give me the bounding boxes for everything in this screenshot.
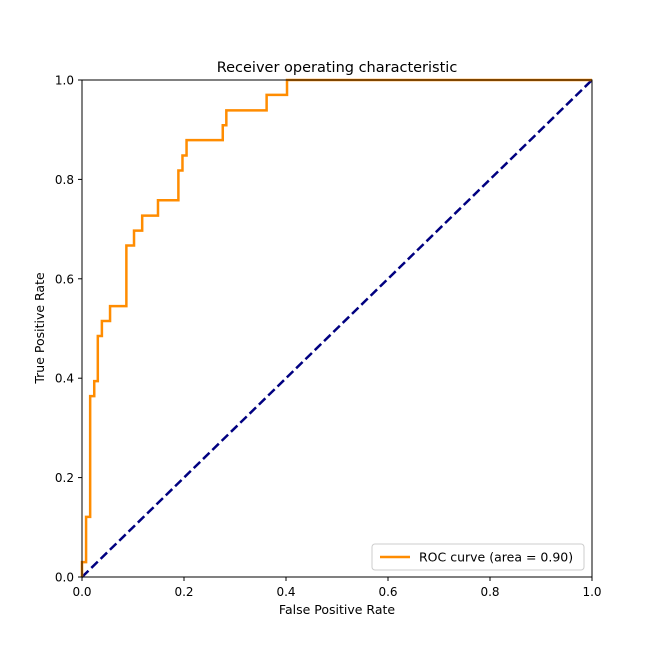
series-layer bbox=[80, 78, 593, 578]
x-tick-label: 0.2 bbox=[174, 585, 193, 599]
y-axis-label: True Positive Rate bbox=[32, 272, 47, 385]
x-axis-label: False Positive Rate bbox=[279, 602, 395, 617]
y-tick-label: 0.4 bbox=[55, 372, 74, 386]
x-tick-label: 0.4 bbox=[276, 585, 295, 599]
x-tick-label: 0.6 bbox=[378, 585, 397, 599]
legend: ROC curve (area = 0.90) bbox=[371, 543, 585, 571]
plot-area bbox=[80, 78, 593, 578]
chart-title: Receiver operating characteristic bbox=[217, 60, 458, 76]
y-tick-label: 0.8 bbox=[55, 173, 74, 187]
y-tick-label: 0.6 bbox=[55, 272, 74, 286]
plot-frame bbox=[81, 79, 593, 578]
legend-box bbox=[371, 543, 585, 571]
x-tick-label: 0.8 bbox=[480, 585, 499, 599]
y-tick-label: 0.0 bbox=[55, 571, 74, 585]
legend-label-roc: ROC curve (area = 0.90) bbox=[419, 550, 573, 565]
roc-curve-line bbox=[80, 78, 592, 577]
x-tick-label: 1.0 bbox=[582, 585, 601, 599]
y-tick-label: 1.0 bbox=[55, 74, 74, 88]
x-axis-ticks: 0.0 0.2 0.4 0.6 0.8 1.0 bbox=[72, 577, 602, 599]
diagonal-reference-line bbox=[81, 79, 593, 578]
y-tick-label: 0.2 bbox=[55, 471, 74, 485]
y-axis-ticks: 0.0 0.2 0.4 0.6 0.8 1.0 bbox=[55, 74, 82, 585]
x-tick-label: 0.0 bbox=[72, 585, 91, 599]
